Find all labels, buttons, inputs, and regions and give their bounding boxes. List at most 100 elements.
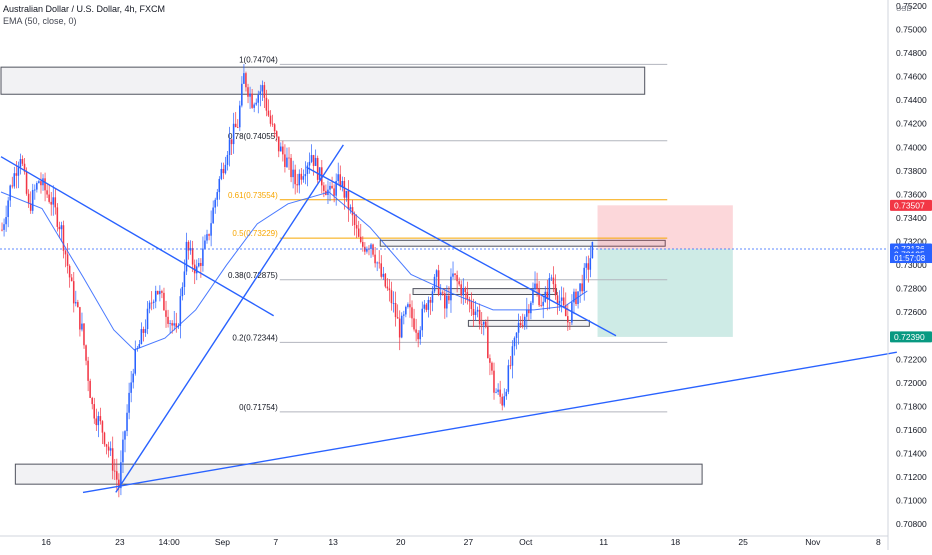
candle-body	[175, 323, 177, 328]
fib-label-0.2: 0.2(0.72344)	[232, 333, 278, 342]
candle-body	[38, 181, 40, 184]
candle-body	[267, 110, 270, 116]
candle-body	[485, 321, 487, 327]
candle-body	[429, 299, 432, 303]
candle-body	[587, 263, 590, 270]
candle-body	[392, 303, 395, 304]
candle-body	[345, 190, 348, 198]
candle-body	[466, 292, 469, 300]
price-tick-label: 0.75000	[896, 24, 927, 34]
candle-body	[56, 207, 59, 227]
candle-body	[491, 362, 493, 371]
candle-body	[407, 304, 409, 307]
candle-body	[1, 229, 3, 231]
candle-body	[44, 178, 46, 191]
candle-body	[34, 189, 36, 191]
time-tick-label: 11	[599, 537, 608, 547]
candle-body	[444, 293, 446, 309]
candle-body	[480, 324, 483, 326]
mid-box-lower	[467, 319, 590, 327]
candle-body	[36, 183, 38, 190]
fib-label-0.61: 0.61(0.73554)	[228, 191, 278, 200]
candle-body	[567, 316, 569, 323]
price-tick-label: 0.73200	[896, 236, 927, 246]
candle-body	[472, 309, 475, 316]
price-tag-target-text: 0.72390	[894, 332, 925, 342]
price-tick-label: 0.73400	[896, 213, 927, 223]
candle-body	[179, 296, 182, 326]
candle-body	[294, 169, 296, 185]
candle-body	[495, 391, 497, 393]
candle-body	[550, 277, 553, 279]
time-tick-label: 23	[115, 537, 125, 547]
candle-body	[232, 123, 235, 145]
trendlines-layer	[0, 144, 897, 494]
candle-body	[152, 301, 155, 303]
candle-body	[591, 241, 594, 259]
candle-body	[72, 281, 75, 304]
candle-body	[312, 155, 315, 166]
candle-body	[470, 301, 473, 310]
fibonacci-layer: 1(0.74704) 0.78(0.74055) 0.61(0.73554) 0.5(…	[228, 55, 668, 413]
supply-zone	[0, 66, 646, 95]
candle-body	[27, 193, 30, 204]
candle-body	[138, 344, 141, 349]
candle-body	[271, 123, 274, 125]
candle-body	[103, 432, 106, 445]
candle-body	[17, 167, 20, 176]
time-tick-label: Nov	[805, 537, 821, 547]
candle-body	[111, 448, 114, 471]
candle-body	[390, 290, 393, 304]
candle-body	[339, 174, 341, 187]
price-tick-label: 0.71600	[896, 425, 927, 435]
price-tick-label: 0.71800	[896, 401, 927, 411]
time-tick-label: 18	[671, 537, 681, 547]
candle-body	[247, 87, 249, 97]
candle-body	[343, 181, 346, 198]
candle-body	[314, 157, 317, 166]
candle-body	[191, 248, 194, 265]
candle-body	[474, 311, 477, 316]
candle-body	[306, 165, 309, 174]
time-tick-label: 25	[738, 537, 748, 547]
candle-body	[142, 329, 145, 333]
candle-body	[366, 248, 368, 252]
stop-loss-zone	[597, 205, 733, 250]
candle-body	[419, 330, 421, 340]
candle-body	[171, 323, 173, 326]
time-tick-label: 20	[396, 537, 406, 547]
candle-body	[13, 173, 16, 187]
candle-body	[478, 309, 481, 325]
candle-body	[130, 382, 132, 393]
candle-body	[548, 278, 551, 300]
candle-body	[409, 304, 411, 308]
candle-body	[446, 295, 448, 309]
candle-body	[439, 292, 442, 295]
candle-body	[150, 302, 153, 304]
candle-body	[124, 431, 126, 440]
candle-body	[499, 389, 501, 397]
candle-body	[560, 297, 563, 301]
candle-body	[333, 188, 335, 196]
ema-layer	[0, 191, 588, 351]
price-tick-label: 0.75200	[896, 1, 927, 11]
candle-body	[79, 307, 81, 330]
fib-label-1: 1(0.74704)	[239, 55, 278, 64]
candle-body	[400, 315, 403, 338]
candle-body	[546, 291, 549, 300]
candle-body	[296, 184, 298, 186]
candle-body	[335, 181, 337, 196]
candle-body	[507, 365, 510, 392]
candle-body	[134, 349, 136, 374]
demand-zone	[14, 463, 703, 485]
candle-body	[132, 373, 134, 383]
candle-body	[351, 207, 354, 216]
candle-body	[556, 295, 559, 304]
candle-body	[530, 302, 532, 314]
candle-body	[31, 189, 34, 211]
candle-body	[435, 270, 438, 277]
candle-body	[87, 360, 89, 381]
candle-body	[384, 273, 387, 287]
